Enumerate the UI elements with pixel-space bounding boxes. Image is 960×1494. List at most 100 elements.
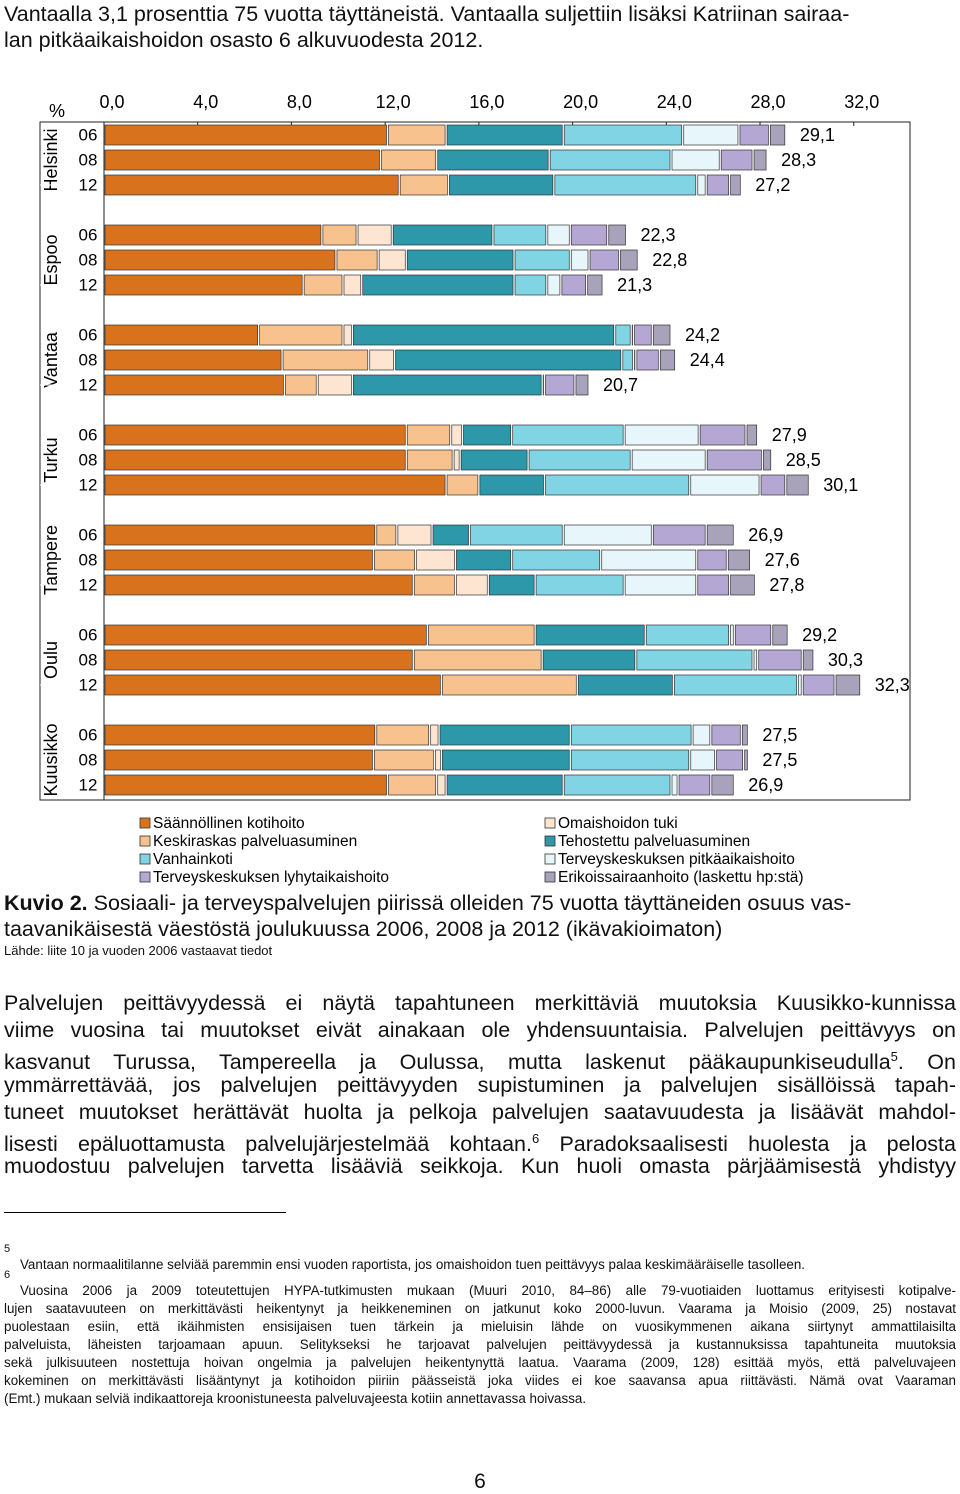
caption-text: Sosiaali- ja terveyspalvelujen piirissä … [88, 891, 852, 915]
y-tick-label: 08 [79, 650, 98, 669]
bar-segment [515, 275, 546, 295]
bar-segment [471, 525, 563, 545]
total-label: 27,5 [762, 725, 797, 745]
bar-segment [105, 150, 379, 170]
bar-segment [555, 175, 696, 195]
y-tick-label: 08 [79, 750, 98, 769]
bar-segment [672, 150, 719, 170]
bar-segment [721, 150, 752, 170]
bar-segment [105, 750, 372, 770]
total-label: 26,9 [748, 525, 783, 545]
legend-label: Vanhainkoti [153, 851, 233, 868]
bar-segment [588, 275, 602, 295]
bar-segment [836, 675, 860, 695]
text: muodostuu palvelujen tarvetta lisääviä s… [4, 1154, 956, 1178]
caption-line: Kuvio 2. Sosiaali- ja terveyspalvelujen … [4, 890, 956, 916]
legend-swatch [140, 854, 150, 864]
group-label: Turku [41, 437, 61, 482]
bar-segment [635, 325, 652, 345]
bar-segment [389, 125, 446, 145]
bar-segment [414, 575, 454, 595]
bar-segment [707, 450, 761, 470]
bar-segment [684, 125, 738, 145]
bar-segment [381, 150, 435, 170]
legend-swatch [140, 836, 150, 846]
bar-segment [105, 125, 387, 145]
bar-segment [344, 325, 351, 345]
total-label: 27,6 [765, 550, 800, 570]
bar-segment [536, 575, 623, 595]
bar-segment [759, 650, 802, 670]
bar-segment [377, 725, 429, 745]
footnote-marker: 6 [4, 1269, 10, 1281]
bar-segment [700, 425, 745, 445]
bar-segment [698, 175, 705, 195]
caption-line: taavanikäisestä väestöstä joulukuussa 20… [4, 916, 956, 942]
group-label: Kuusikko [41, 723, 61, 796]
group-label: Vantaa [41, 331, 61, 388]
y-tick-label: 06 [79, 325, 98, 344]
bar-segment [435, 750, 440, 770]
bar-segment [712, 775, 733, 795]
y-tick-label: 06 [79, 125, 98, 144]
total-label: 22,3 [640, 225, 675, 245]
bar-segment [754, 650, 757, 670]
bar-segment [414, 650, 541, 670]
legend-label: Tehostettu palveluasuminen [558, 833, 750, 850]
bar-segment [773, 625, 787, 645]
bar-segment [742, 725, 747, 745]
bar-segment [105, 475, 445, 495]
caption-source: Lähde: liite 10 ja vuoden 2006 vastaavat… [4, 943, 956, 958]
bar-segment [803, 650, 813, 670]
bar-segment [105, 450, 405, 470]
bar-segment [513, 550, 600, 570]
bar-segment [105, 650, 412, 670]
bar-segment [637, 350, 658, 370]
bar-segment [438, 775, 445, 795]
bar-segment [787, 475, 808, 495]
bar-segment [105, 575, 412, 595]
bar-segment [438, 150, 548, 170]
legend-swatch [545, 818, 555, 828]
bar-segment [456, 575, 487, 595]
bar-segment [698, 575, 729, 595]
bar-segment [442, 675, 576, 695]
legend-label: Keskiraskas palveluasuminen [153, 833, 357, 850]
bar-segment [602, 550, 696, 570]
bar-segment [105, 225, 321, 245]
bar-segment [449, 175, 552, 195]
y-tick-label: 12 [79, 575, 98, 594]
bar-segment [646, 625, 728, 645]
y-tick-label: 12 [79, 475, 98, 494]
y-tick-label: 06 [79, 725, 98, 744]
paragraph-line: tuneet muutokset herättävät huolta ja pe… [4, 1099, 956, 1125]
bar-segment [260, 325, 342, 345]
bar-segment [513, 425, 623, 445]
bar-segment [707, 525, 733, 545]
bar-segment [571, 750, 688, 770]
bar-segment [571, 725, 691, 745]
bar-segment [105, 375, 283, 395]
legend-label: Terveyskeskuksen pitkäaikaishoito [558, 851, 795, 868]
total-label: 30,3 [828, 650, 863, 670]
bar-segment [344, 275, 361, 295]
x-tick-label: 32,0 [844, 92, 879, 112]
x-tick-label: 12,0 [376, 92, 411, 112]
text: viime vuosina tai muutokset eivät ainaka… [4, 1018, 956, 1042]
footnote-line: kokeminen on merkittävästi lisääntynyt j… [4, 1372, 956, 1390]
legend-label: Säännöllinen kotihoito [153, 815, 305, 832]
bar-segment [674, 675, 796, 695]
bar-segment [428, 625, 534, 645]
x-tick-label: 16,0 [469, 92, 504, 112]
x-tick-label: 28,0 [751, 92, 786, 112]
legend-label: Erikoissairaanhoito (laskettu hp:stä) [558, 869, 804, 886]
bar-segment [623, 350, 633, 370]
footnote-line: palveluista, läheisten tarjoamaan apuun.… [4, 1336, 956, 1354]
legend-swatch [140, 872, 150, 882]
bar-segment [731, 625, 734, 645]
header-line: lan pitkäaikaishoidon osasto 6 alkuvuode… [4, 27, 956, 53]
bar-segment [105, 175, 398, 195]
bar-segment [761, 475, 785, 495]
bar-segment [754, 150, 766, 170]
bar-segment [550, 150, 670, 170]
